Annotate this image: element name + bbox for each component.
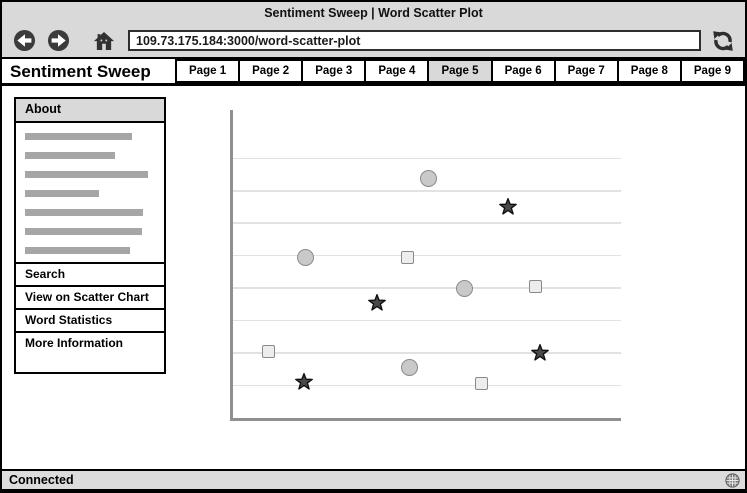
scatter-point-star[interactable] (498, 198, 517, 216)
scatter-point-square[interactable] (475, 377, 489, 391)
gridline (233, 254, 621, 257)
placeholder-text-bar (25, 247, 130, 254)
browser-toolbar (2, 24, 745, 59)
tab-page-7[interactable]: Page 7 (553, 59, 619, 83)
home-icon (93, 31, 115, 50)
gridline (233, 287, 621, 289)
scatter-point-star[interactable] (295, 373, 314, 391)
scatter-point-square[interactable] (401, 251, 415, 265)
scatter-point-square[interactable] (528, 280, 542, 294)
back-arrow-icon (13, 29, 36, 52)
placeholder-text-bar (25, 228, 142, 235)
sidebar-item-search[interactable]: Search (16, 262, 164, 285)
placeholder-text-bar (25, 152, 115, 159)
url-input[interactable] (128, 30, 701, 51)
gridline (233, 352, 621, 354)
placeholder-text-bar (25, 171, 148, 178)
placeholder-text-bar (25, 209, 143, 216)
sidebar-item-more-information[interactable]: More Information (16, 331, 164, 354)
sidebar: About Search View on Scatter Chart Word … (14, 97, 166, 374)
refresh-button[interactable] (711, 29, 735, 53)
app-header: Sentiment Sweep Page 1 Page 2 Page 3 Pag… (2, 59, 745, 86)
tab-page-4[interactable]: Page 4 (364, 59, 430, 83)
placeholder-text-bar (25, 133, 132, 140)
scatter-point-circle[interactable] (400, 359, 418, 377)
globe-icon (725, 473, 740, 488)
tab-page-1[interactable]: Page 1 (175, 59, 241, 83)
scatter-point-circle[interactable] (420, 169, 438, 187)
sidebar-item-word-statistics[interactable]: Word Statistics (16, 308, 164, 331)
gridline (233, 190, 621, 192)
scatter-point-star[interactable] (367, 293, 386, 312)
status-bar: Connected (2, 469, 745, 489)
back-button[interactable] (13, 29, 36, 52)
tab-page-6[interactable]: Page 6 (490, 59, 556, 83)
window-titlebar: Sentiment Sweep | Word Scatter Plot (2, 2, 745, 24)
placeholder-text-bar (25, 190, 99, 197)
tab-page-2[interactable]: Page 2 (238, 59, 304, 83)
scatter-plot (230, 110, 621, 421)
gridline (233, 222, 621, 224)
forward-arrow-icon (47, 29, 70, 52)
scatter-point-star[interactable] (531, 344, 550, 362)
tab-page-9[interactable]: Page 9 (679, 59, 745, 83)
sidebar-item-view-on-scatter-chart[interactable]: View on Scatter Chart (16, 285, 164, 308)
scatter-point-square[interactable] (262, 345, 276, 359)
gridline (233, 157, 621, 160)
home-button[interactable] (93, 30, 115, 52)
gridline (233, 319, 621, 322)
sidebar-about-header: About (16, 99, 164, 123)
app-brand: Sentiment Sweep (10, 62, 151, 81)
tab-page-3[interactable]: Page 3 (301, 59, 367, 83)
tab-bar: Page 1 Page 2 Page 3 Page 4 Page 5 Page … (175, 59, 745, 83)
scatter-point-circle[interactable] (455, 279, 473, 297)
forward-button[interactable] (47, 29, 70, 52)
about-placeholder-text (16, 123, 164, 262)
tab-page-8[interactable]: Page 8 (616, 59, 682, 83)
connection-status: Connected (9, 473, 74, 487)
gridline (233, 384, 621, 387)
window-title: Sentiment Sweep | Word Scatter Plot (264, 6, 483, 20)
refresh-icon (713, 30, 733, 51)
tab-page-5[interactable]: Page 5 (427, 59, 493, 83)
scatter-point-circle[interactable] (297, 249, 315, 267)
